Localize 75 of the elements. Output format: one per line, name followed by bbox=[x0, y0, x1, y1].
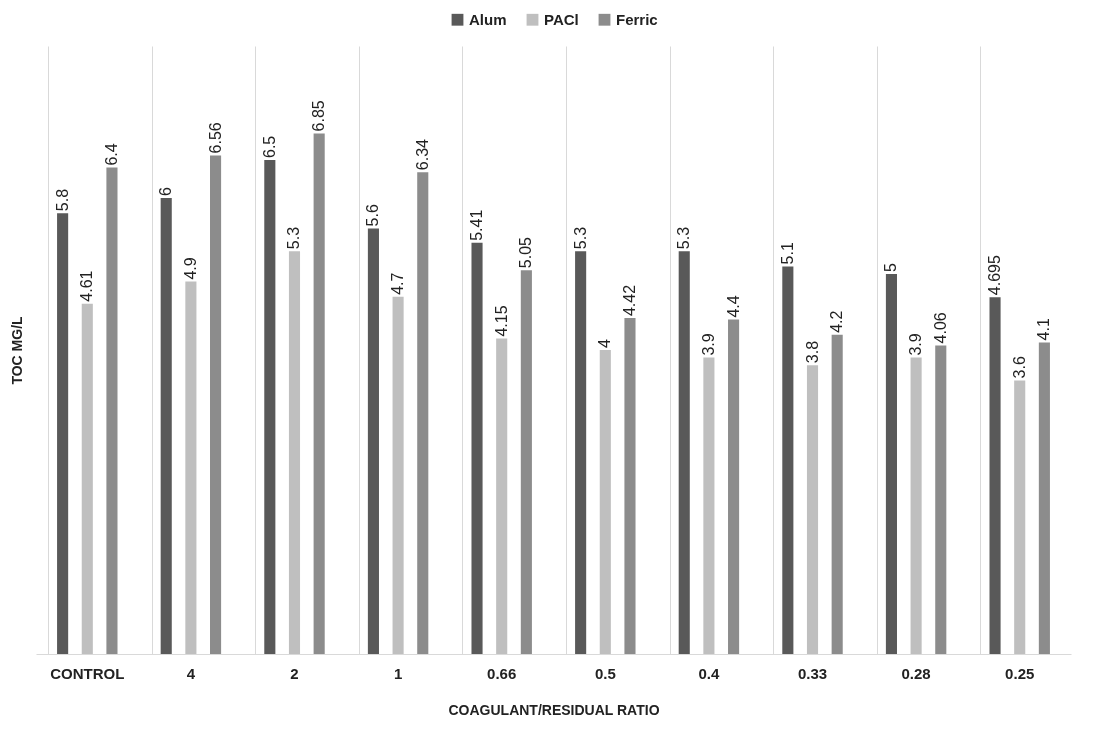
bar bbox=[599, 350, 611, 654]
x-tick-label: 0.66 bbox=[487, 664, 517, 682]
bar bbox=[185, 281, 197, 654]
x-tick-label: 4 bbox=[186, 664, 196, 682]
data-label: 5.3 bbox=[285, 226, 303, 250]
data-label: 4.695 bbox=[986, 255, 1004, 296]
x-tick-label: 0.4 bbox=[698, 664, 720, 682]
bar bbox=[57, 213, 69, 654]
x-axis-title: COAGULANT/RESIDUAL RATIO bbox=[448, 701, 660, 718]
data-label: 4.9 bbox=[181, 257, 199, 280]
data-label: 5.3 bbox=[571, 226, 589, 250]
data-label: 6.34 bbox=[413, 138, 431, 171]
x-tick-label: 2 bbox=[290, 664, 299, 682]
x-tick-label: 0.28 bbox=[901, 664, 931, 682]
bar bbox=[575, 251, 587, 654]
bar bbox=[782, 266, 794, 654]
data-label: 5.05 bbox=[517, 236, 535, 269]
bar bbox=[367, 228, 379, 654]
bar bbox=[81, 303, 93, 654]
bar bbox=[1014, 380, 1026, 654]
bar bbox=[935, 345, 947, 654]
bar bbox=[910, 357, 922, 654]
x-tick-label: 1 bbox=[393, 664, 403, 682]
bar bbox=[624, 318, 636, 654]
data-label: 4.06 bbox=[931, 312, 949, 344]
data-label: 3.9 bbox=[699, 333, 717, 356]
data-label: 6 bbox=[157, 187, 175, 196]
bar bbox=[210, 155, 222, 654]
bar bbox=[831, 334, 843, 654]
bar bbox=[392, 296, 404, 654]
data-label: 4.15 bbox=[492, 305, 510, 337]
data-label: 6.56 bbox=[206, 122, 224, 154]
bar bbox=[417, 172, 429, 654]
data-label: 3.9 bbox=[907, 333, 925, 356]
bar bbox=[806, 365, 819, 654]
data-label: 4.42 bbox=[620, 284, 638, 317]
bar bbox=[885, 274, 897, 654]
legend-label: PACl bbox=[544, 10, 579, 28]
data-label: 5.1 bbox=[778, 242, 796, 265]
x-tick-label: 0.5 bbox=[594, 664, 616, 682]
data-label: 6.5 bbox=[260, 135, 278, 158]
x-tick-label: 0.33 bbox=[797, 664, 828, 682]
bar bbox=[106, 167, 118, 654]
bar bbox=[703, 357, 715, 654]
data-label: 5.3 bbox=[675, 226, 693, 250]
bar bbox=[313, 133, 325, 654]
bar bbox=[160, 198, 172, 654]
bar bbox=[678, 251, 690, 654]
data-label: 4 bbox=[596, 339, 614, 348]
data-label: 6.4 bbox=[102, 143, 120, 166]
bar bbox=[728, 319, 740, 654]
bar bbox=[496, 338, 508, 654]
legend-label: Ferric bbox=[616, 10, 658, 28]
bar bbox=[264, 160, 276, 654]
data-label: 6.85 bbox=[310, 100, 328, 132]
data-label: 3.8 bbox=[803, 340, 821, 364]
data-label: 4.61 bbox=[78, 270, 96, 302]
bar bbox=[471, 242, 483, 654]
data-label: 4.2 bbox=[828, 310, 846, 333]
legend-label: Alum bbox=[469, 10, 507, 28]
data-label: 5.41 bbox=[468, 209, 486, 241]
data-label: 4.7 bbox=[389, 272, 407, 295]
x-tick-label: CONTROL bbox=[50, 664, 125, 682]
data-label: 3.6 bbox=[1010, 356, 1028, 379]
y-axis-title: TOC MG/L bbox=[8, 315, 25, 385]
bar bbox=[989, 297, 1001, 654]
data-label: 4.4 bbox=[724, 295, 742, 318]
data-label: 5.6 bbox=[364, 204, 382, 227]
data-label: 5 bbox=[882, 263, 900, 272]
bar bbox=[520, 270, 532, 654]
x-tick-label: 0.25 bbox=[1005, 664, 1035, 682]
data-label: 5.8 bbox=[53, 188, 71, 212]
bar bbox=[288, 251, 301, 654]
data-label: 4.1 bbox=[1035, 318, 1053, 341]
bar bbox=[1038, 342, 1050, 654]
